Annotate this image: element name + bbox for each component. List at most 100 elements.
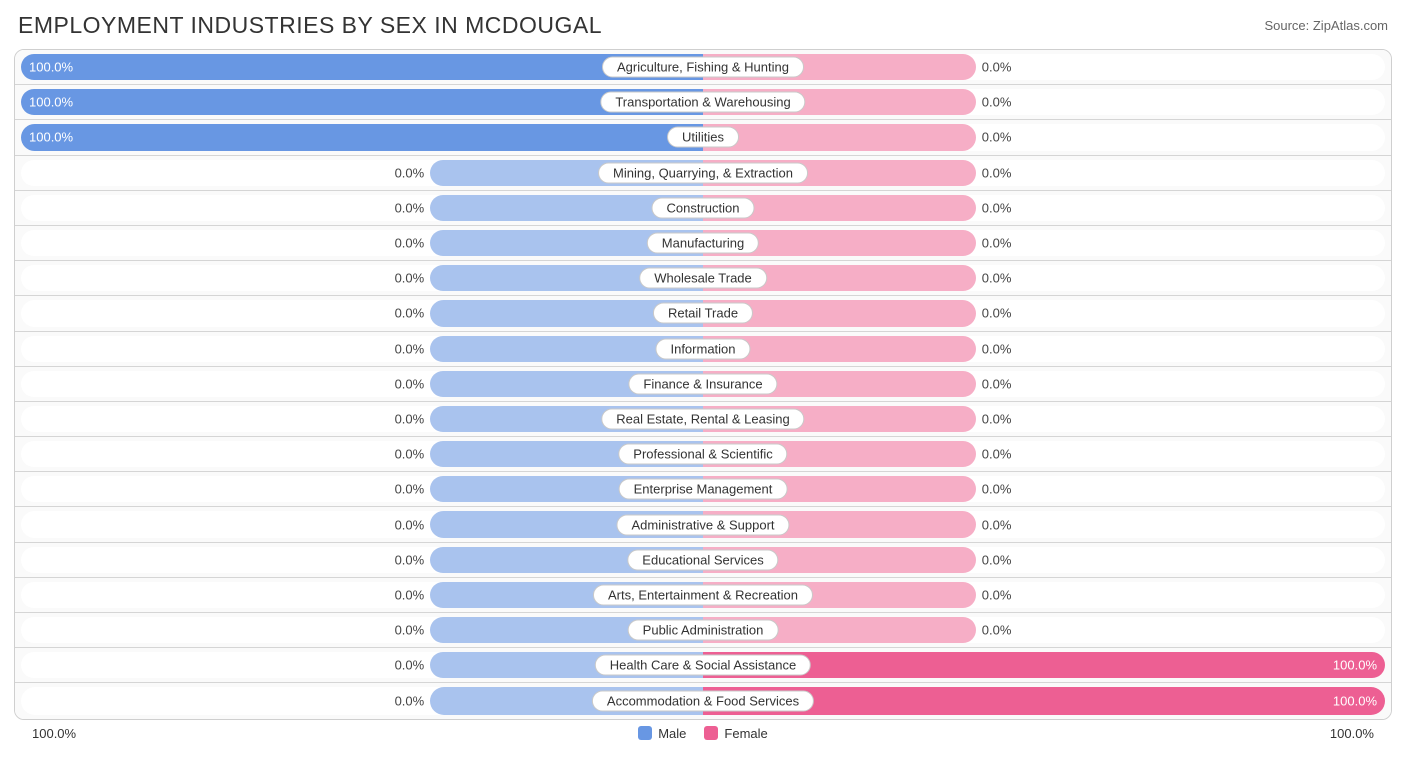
chart-row-track: Health Care & Social Assistance 0.0% 100.0… xyxy=(21,652,1385,678)
male-bar xyxy=(21,54,703,80)
category-label: Information xyxy=(655,338,750,359)
category-label: Accommodation & Food Services xyxy=(592,690,814,711)
male-value-label: 0.0% xyxy=(395,693,425,708)
female-value-label: 0.0% xyxy=(982,411,1012,426)
legend-label-female: Female xyxy=(724,726,767,741)
female-value-label: 0.0% xyxy=(982,517,1012,532)
female-value-label: 0.0% xyxy=(982,447,1012,462)
chart-row: Enterprise Management 0.0% 0.0% xyxy=(15,472,1391,507)
chart-row-track: Real Estate, Rental & Leasing 0.0% 0.0% xyxy=(21,406,1385,432)
chart-row: Finance & Insurance 0.0% 0.0% xyxy=(15,367,1391,402)
category-label: Educational Services xyxy=(627,549,778,570)
category-label: Wholesale Trade xyxy=(639,268,767,289)
chart-row-track: Wholesale Trade 0.0% 0.0% xyxy=(21,265,1385,291)
chart-row: Retail Trade 0.0% 0.0% xyxy=(15,296,1391,331)
female-value-label: 0.0% xyxy=(982,623,1012,638)
male-value-label: 0.0% xyxy=(395,658,425,673)
female-value-label: 0.0% xyxy=(982,95,1012,110)
chart-row: Utilities 100.0% 0.0% xyxy=(15,120,1391,155)
chart-row: Transportation & Warehousing 100.0% 0.0% xyxy=(15,85,1391,120)
female-value-label: 0.0% xyxy=(982,130,1012,145)
male-value-label: 0.0% xyxy=(395,306,425,321)
chart-title: EMPLOYMENT INDUSTRIES BY SEX IN MCDOUGAL xyxy=(18,12,602,39)
chart-row: Professional & Scientific 0.0% 0.0% xyxy=(15,437,1391,472)
chart-row-track: Information0.0%0.0% xyxy=(21,336,1385,362)
chart-row-track: Retail Trade 0.0% 0.0% xyxy=(21,300,1385,326)
chart-row-track: Mining, Quarrying, & Extraction0.0%0.0% xyxy=(21,160,1385,186)
legend-item-female: Female xyxy=(704,726,767,741)
chart-footer: 100.0% Male Female 100.0% xyxy=(14,720,1392,741)
male-value-label: 0.0% xyxy=(395,447,425,462)
category-label: Arts, Entertainment & Recreation xyxy=(593,584,813,605)
chart-row: Accommodation & Food Services 0.0% 100.0% xyxy=(15,683,1391,718)
category-label: Administrative & Support xyxy=(616,514,789,535)
chart-row-track: Accommodation & Food Services 0.0% 100.0% xyxy=(21,687,1385,714)
male-value-label: 100.0% xyxy=(29,95,73,110)
female-value-label: 0.0% xyxy=(982,552,1012,567)
legend-label-male: Male xyxy=(658,726,686,741)
chart-row: Information0.0%0.0% xyxy=(15,332,1391,367)
female-value-label: 100.0% xyxy=(1333,693,1377,708)
chart-row-track: Arts, Entertainment & Recreation0.0%0.0% xyxy=(21,582,1385,608)
female-value-label: 0.0% xyxy=(982,306,1012,321)
chart-row-track: Administrative & Support 0.0% 0.0% xyxy=(21,511,1385,537)
category-label: Real Estate, Rental & Leasing xyxy=(601,408,804,429)
category-label: Utilities xyxy=(667,127,739,148)
chart-row-track: Construction 0.0% 0.0% xyxy=(21,195,1385,221)
chart-row-track: Educational Services0.0%0.0% xyxy=(21,547,1385,573)
category-label: Finance & Insurance xyxy=(628,373,777,394)
chart-row-track: Transportation & Warehousing 100.0% 0.0% xyxy=(21,89,1385,115)
male-value-label: 0.0% xyxy=(395,165,425,180)
category-label: Agriculture, Fishing & Hunting xyxy=(602,57,804,78)
chart-row: Public Administration 0.0% 0.0% xyxy=(15,613,1391,648)
legend-item-male: Male xyxy=(638,726,686,741)
male-value-label: 0.0% xyxy=(395,376,425,391)
female-value-label: 0.0% xyxy=(982,200,1012,215)
chart-header: EMPLOYMENT INDUSTRIES BY SEX IN MCDOUGAL… xyxy=(0,0,1406,49)
male-value-label: 0.0% xyxy=(395,271,425,286)
male-value-label: 0.0% xyxy=(395,517,425,532)
female-value-label: 0.0% xyxy=(982,482,1012,497)
chart-row: Mining, Quarrying, & Extraction0.0%0.0% xyxy=(15,156,1391,191)
category-label: Manufacturing xyxy=(647,233,759,254)
chart-row: Educational Services0.0%0.0% xyxy=(15,543,1391,578)
chart-area: Agriculture, Fishing & Hunting100.0%0.0%… xyxy=(0,49,1406,749)
chart-row: Real Estate, Rental & Leasing 0.0% 0.0% xyxy=(15,402,1391,437)
legend: Male Female xyxy=(638,726,768,741)
category-label: Construction xyxy=(652,197,755,218)
legend-swatch-female xyxy=(704,726,718,740)
category-label: Professional & Scientific xyxy=(618,444,787,465)
male-value-label: 0.0% xyxy=(395,200,425,215)
male-value-label: 0.0% xyxy=(395,482,425,497)
male-value-label: 100.0% xyxy=(29,130,73,145)
female-value-label: 0.0% xyxy=(982,236,1012,251)
female-value-label: 0.0% xyxy=(982,587,1012,602)
axis-left-label: 100.0% xyxy=(32,726,76,741)
chart-row-track: Utilities 100.0% 0.0% xyxy=(21,124,1385,150)
male-value-label: 0.0% xyxy=(395,411,425,426)
female-value-label: 0.0% xyxy=(982,271,1012,286)
chart-row: Agriculture, Fishing & Hunting100.0%0.0% xyxy=(15,50,1391,85)
male-value-label: 0.0% xyxy=(395,623,425,638)
chart-row: Administrative & Support 0.0% 0.0% xyxy=(15,507,1391,542)
female-value-label: 0.0% xyxy=(982,376,1012,391)
chart-row: Wholesale Trade 0.0% 0.0% xyxy=(15,261,1391,296)
female-value-label: 0.0% xyxy=(982,165,1012,180)
category-label: Health Care & Social Assistance xyxy=(595,655,811,676)
female-value-label: 0.0% xyxy=(982,60,1012,75)
female-value-label: 100.0% xyxy=(1333,658,1377,673)
category-label: Enterprise Management xyxy=(619,479,788,500)
chart-row-track: Professional & Scientific 0.0% 0.0% xyxy=(21,441,1385,467)
chart-row-track: Public Administration 0.0% 0.0% xyxy=(21,617,1385,643)
axis-right-label: 100.0% xyxy=(1330,726,1374,741)
chart-row: Construction 0.0% 0.0% xyxy=(15,191,1391,226)
female-value-label: 0.0% xyxy=(982,341,1012,356)
male-bar xyxy=(21,124,703,150)
category-label: Retail Trade xyxy=(653,303,753,324)
chart-row: Arts, Entertainment & Recreation0.0%0.0% xyxy=(15,578,1391,613)
chart-row-track: Agriculture, Fishing & Hunting100.0%0.0% xyxy=(21,54,1385,80)
category-label: Transportation & Warehousing xyxy=(600,92,805,113)
chart-source: Source: ZipAtlas.com xyxy=(1264,18,1388,33)
chart-row: Health Care & Social Assistance 0.0% 100.0… xyxy=(15,648,1391,683)
category-label: Public Administration xyxy=(628,620,779,641)
